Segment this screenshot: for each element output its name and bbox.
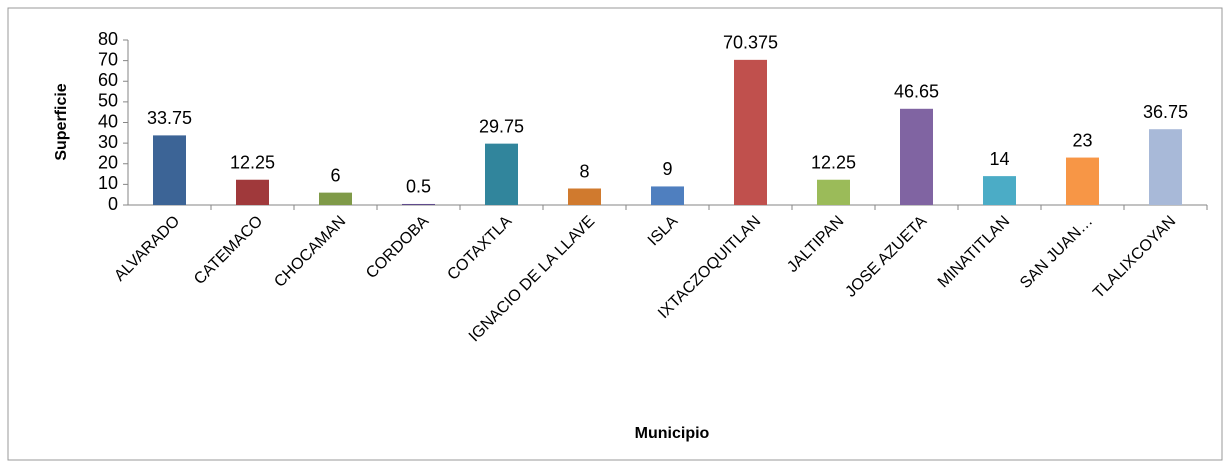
bar: [734, 59, 767, 205]
y-tick-label: 20: [98, 153, 118, 173]
y-tick-label: 0: [108, 194, 118, 214]
bar: [983, 176, 1016, 205]
data-label: 70.375: [723, 33, 778, 53]
data-label: 33.75: [147, 108, 192, 128]
y-tick-label: 10: [98, 173, 118, 193]
bar: [153, 135, 186, 205]
data-label: 12.25: [230, 152, 275, 172]
bar: [485, 143, 518, 205]
x-axis-label: Municipio: [635, 425, 710, 442]
bar: [319, 192, 352, 205]
y-axis-label: Superficie: [53, 83, 70, 160]
data-label: 23: [1072, 130, 1092, 150]
y-tick-label: 50: [98, 91, 118, 111]
y-tick-label: 40: [98, 111, 118, 131]
bar: [402, 203, 435, 205]
y-tick-label: 60: [98, 70, 118, 90]
data-label: 14: [989, 149, 1009, 169]
data-label: 0.5: [406, 177, 431, 197]
bar: [1149, 129, 1182, 205]
bar: [1066, 157, 1099, 205]
bar: [817, 179, 850, 205]
y-tick-label: 30: [98, 132, 118, 152]
y-tick-label: 70: [98, 49, 118, 69]
data-label: 9: [662, 159, 672, 179]
data-label: 6: [330, 165, 340, 185]
chart-border: [7, 7, 1223, 461]
bar: [568, 188, 601, 205]
bar: [236, 179, 269, 205]
bar: [900, 108, 933, 205]
data-label: 36.75: [1143, 102, 1188, 122]
data-label: 46.65: [894, 82, 939, 102]
data-label: 8: [579, 161, 589, 181]
y-tick-label: 80: [98, 29, 118, 49]
data-label: 29.75: [479, 116, 524, 136]
data-label: 12.25: [811, 152, 856, 172]
bar: [651, 186, 684, 205]
